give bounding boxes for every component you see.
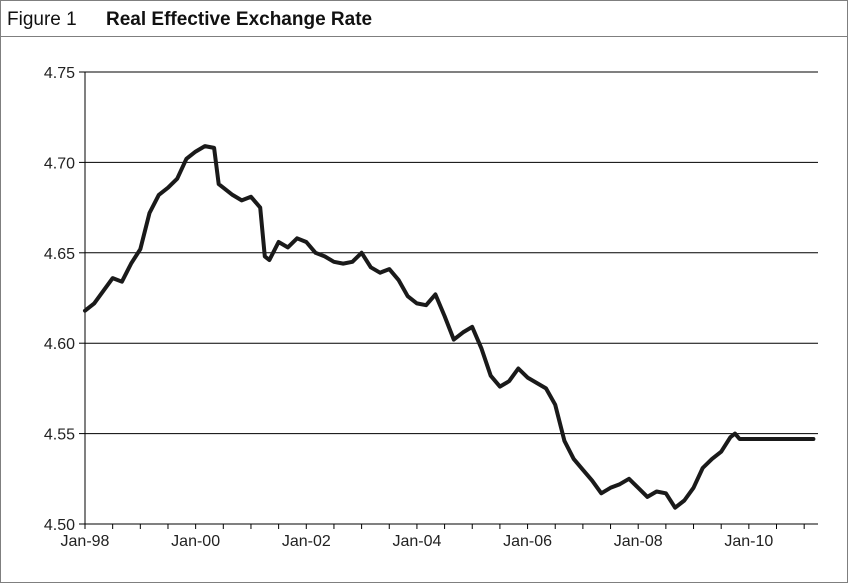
line-chart: 4.504.554.604.654.704.75 Jan-98 Jan-00 Jan… (44, 65, 818, 550)
y-tick-label: 4.50 (44, 517, 75, 534)
y-tick-label: 4.55 (44, 427, 75, 444)
figure-title: Real Effective Exchange Rate (106, 9, 373, 30)
x-tick-label: Jan-08 (614, 533, 663, 550)
x-tick-label: Jan-98 (61, 533, 110, 550)
x-tick-label: Jan-02 (282, 533, 331, 550)
figure-header: Figure 1 Real Effective Exchange Rate (1, 1, 847, 37)
x-axis: Jan-98 Jan-00 Jan-02 Jan-04 Jan-06 Jan-08 Jan-… (61, 523, 818, 550)
x-tick-label: Jan-04 (392, 533, 441, 550)
y-tick-label: 4.70 (44, 155, 75, 172)
series-group (83, 144, 816, 510)
y-axis: 4.50 4.55 4.60 4.65 4.70 4.75 (44, 65, 86, 534)
y-tick-label: 4.65 (44, 246, 75, 263)
x-tick-label: Jan-06 (503, 533, 552, 550)
x-tick-label: Jan-00 (171, 533, 220, 550)
figure-label: Figure 1 (7, 9, 77, 30)
gridlines (85, 71, 818, 525)
series-line (83, 144, 816, 510)
y-tick-label: 4.60 (44, 336, 75, 353)
x-tick-label: Jan-10 (724, 533, 773, 550)
y-tick-label: 4.75 (44, 65, 75, 82)
